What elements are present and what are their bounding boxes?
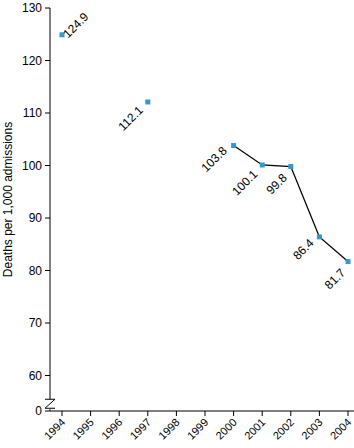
axis-break: [45, 399, 55, 408]
y-tick-label: 100: [22, 159, 42, 173]
y-axis-label: Deaths per 1,000 admissions: [1, 122, 15, 277]
y-tick-label: 110: [23, 106, 42, 120]
x-tick-label: 1994: [42, 416, 68, 442]
chart-container: 0 60 70 80 90 100 110 120 130 Deaths per 1,000 ad…: [0, 0, 354, 448]
x-tick: [119, 411, 120, 416]
y-tick: [45, 411, 50, 412]
x-tick-label: 2003: [299, 416, 325, 442]
x-tick: [176, 411, 177, 416]
y-tick: [45, 270, 50, 271]
y-tick: [45, 60, 50, 61]
x-axis: [50, 411, 354, 412]
y-tick: [45, 375, 50, 376]
data-label: 99.8: [264, 171, 291, 198]
x-tick-label: 2001: [242, 416, 268, 442]
x-tick: [348, 411, 349, 416]
x-tick: [319, 411, 320, 416]
x-tick-label: 1997: [127, 416, 153, 442]
x-tick: [233, 411, 234, 416]
x-tick-label: 1995: [70, 416, 96, 442]
y-tick-label: 70: [29, 316, 43, 330]
x-tick-label: 1996: [99, 416, 125, 442]
y-tick: [45, 113, 50, 114]
y-tick-label: 80: [29, 264, 43, 278]
x-tick-label: 2004: [328, 416, 354, 442]
y-tick: [45, 218, 50, 219]
x-tick: [290, 411, 291, 416]
data-label: 100.1: [229, 167, 260, 198]
x-tick: [262, 411, 263, 416]
y-tick: [45, 323, 50, 324]
data-label: 81.7: [322, 266, 349, 293]
x-tick: [90, 411, 91, 416]
chart-svg: 0 60 70 80 90 100 110 120 130 Deaths per 1,000 ad…: [0, 0, 354, 448]
plot-area: [60, 32, 351, 264]
data-label: 103.8: [199, 144, 230, 175]
y-tick-label: 120: [22, 54, 42, 68]
y-tick: [45, 8, 50, 9]
data-point: [231, 143, 236, 148]
data-point: [260, 162, 265, 167]
x-tick: [205, 411, 206, 416]
y-tick-label: 0: [35, 404, 42, 418]
axis-break-gap: [44, 399, 56, 409]
data-label: 112.1: [115, 103, 146, 134]
y-axis: [50, 8, 51, 411]
x-tick-label: 2000: [213, 416, 239, 442]
y-tick: [45, 165, 50, 166]
x-tick-label: 1998: [156, 416, 182, 442]
data-label: 124.9: [60, 10, 91, 41]
data-point: [288, 164, 293, 169]
data-label: 86.4: [290, 236, 317, 263]
y-tick-label: 130: [22, 1, 42, 15]
data-point: [346, 259, 351, 264]
series-line: [234, 146, 348, 262]
x-tick: [147, 411, 148, 416]
data-point: [145, 99, 150, 104]
x-tick: [62, 411, 63, 416]
data-point: [317, 234, 322, 239]
y-tick-label: 90: [29, 211, 43, 225]
x-tick-label: 1999: [185, 416, 211, 442]
y-tick-label: 60: [29, 369, 43, 383]
x-tick-label: 2002: [270, 416, 296, 442]
